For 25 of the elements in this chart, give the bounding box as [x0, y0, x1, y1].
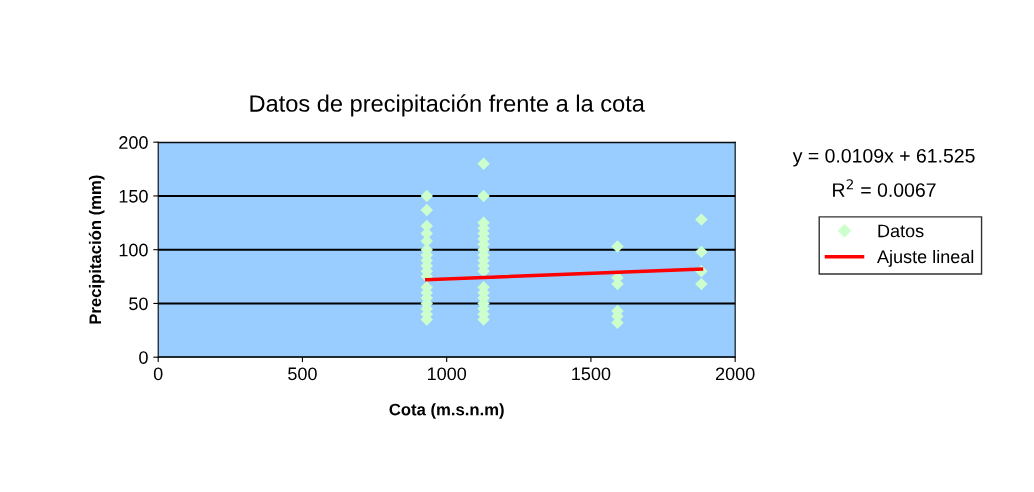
x-tick-label: 0 — [153, 367, 163, 381]
y-axis-title: Precipitación (mm) — [88, 175, 105, 324]
point — [477, 189, 490, 203]
point — [477, 157, 490, 170]
x-axis-title: Cota (m.s.n.m) — [389, 403, 504, 419]
legend-label: Datos — [878, 224, 924, 238]
point — [611, 240, 624, 253]
x-tick-label: 2000 — [716, 367, 755, 381]
y-tick-label: 100 — [119, 243, 148, 257]
point — [420, 203, 433, 217]
point — [695, 213, 708, 226]
x-tick-label: 1000 — [427, 367, 467, 381]
x-tick-label: 1500 — [572, 367, 611, 381]
point — [695, 277, 708, 291]
y-tick-label: 50 — [129, 297, 148, 311]
chart-title: Datos de precipitación frente a la cota — [250, 94, 645, 117]
x-tick-label: 500 — [288, 367, 317, 381]
y-tick-label: 150 — [119, 189, 148, 203]
point — [695, 245, 708, 259]
text: y = 0.0109x + 61.525 — [792, 148, 975, 167]
point — [420, 189, 433, 203]
y-tick-label: 0 — [139, 351, 148, 364]
legend-label: Ajuste lineal — [877, 249, 974, 267]
text: R$^{2}$ = 0.0067 — [833, 179, 936, 197]
y-tick-label: 200 — [119, 136, 148, 149]
